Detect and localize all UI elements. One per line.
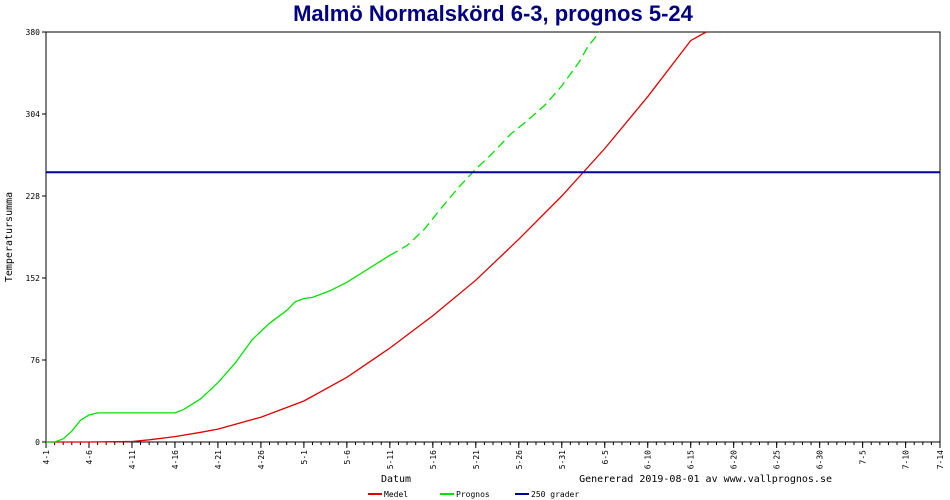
x-tick-label: 4-21 bbox=[214, 450, 223, 469]
y-tick-label: 304 bbox=[26, 110, 41, 119]
x-tick-label: 7-10 bbox=[902, 450, 911, 469]
series-line-prognos bbox=[46, 254, 391, 443]
x-axis-label: Datum bbox=[381, 474, 411, 485]
y-tick-label: 76 bbox=[30, 356, 40, 365]
x-tick-label: 4-11 bbox=[128, 450, 137, 469]
series-layer bbox=[46, 31, 940, 443]
x-tick-label: 6-30 bbox=[816, 450, 825, 469]
x-tick-label: 6-15 bbox=[687, 450, 696, 469]
x-tick-label: 7-5 bbox=[859, 450, 868, 465]
x-tick-label: 5-26 bbox=[515, 450, 524, 469]
x-tick-label: 4-16 bbox=[171, 450, 180, 469]
x-tick-label: 6-20 bbox=[730, 450, 739, 469]
plot-area bbox=[45, 31, 941, 443]
x-tick-label: 5-21 bbox=[472, 450, 481, 469]
y-tick-label: 0 bbox=[35, 438, 40, 447]
y-tick-label: 228 bbox=[26, 192, 41, 201]
x-tick-label: 5-31 bbox=[558, 450, 567, 469]
y-tick-label: 152 bbox=[26, 274, 41, 283]
x-tick-label: 4-6 bbox=[85, 450, 94, 465]
x-tick-label: 5-1 bbox=[300, 450, 309, 465]
footer-credit: Genererad 2019-08-01 av www.vallprognos.… bbox=[579, 474, 832, 485]
x-tick-label: 5-11 bbox=[386, 450, 395, 469]
x-tick-label: 6-10 bbox=[644, 450, 653, 469]
x-tick-label: 4-26 bbox=[257, 450, 266, 469]
legend-label: Prognos bbox=[456, 490, 490, 499]
y-axis-label: Temperatursumma bbox=[4, 192, 15, 282]
x-tick-label: 7-14 bbox=[936, 450, 945, 469]
x-tick-label: 5-16 bbox=[429, 450, 438, 469]
series-line-prognos-dashed bbox=[389, 31, 601, 256]
legend-label: Medel bbox=[384, 490, 408, 499]
chart-title: Malmö Normalskörd 6-3, prognos 5-24 bbox=[293, 1, 694, 26]
series-line-medel bbox=[46, 31, 707, 443]
x-tick-label: 4-1 bbox=[42, 450, 51, 465]
x-tick-label: 5-6 bbox=[343, 450, 352, 465]
legend-label: 250 grader bbox=[531, 490, 579, 499]
legend: Medel Prognos 250 grader bbox=[368, 490, 579, 499]
y-tick-label: 380 bbox=[26, 28, 41, 37]
x-axis: 4-1 4-6 4-11 4-16 4-21 4-26 5-1 5-6 5-11 5-16 5-21… bbox=[42, 442, 945, 469]
x-tick-label: 6-25 bbox=[773, 450, 782, 469]
y-axis: 0 76 152 228 304 380 bbox=[26, 28, 46, 447]
x-tick-label: 6-5 bbox=[601, 450, 610, 465]
